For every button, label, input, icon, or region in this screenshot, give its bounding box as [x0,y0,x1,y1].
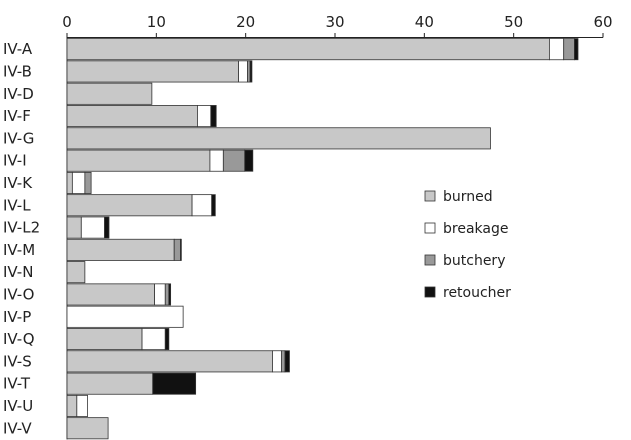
bar-segment [66,261,86,284]
category-label: IV-U [3,397,33,415]
bar-segment [563,38,575,61]
bar-segment [284,350,290,373]
category-label: IV-O [3,285,34,303]
bar-segment [164,328,170,351]
bar-segment [191,194,213,217]
bar-segment [66,238,175,261]
category-label: IV-L2 [3,219,40,237]
category-label: IV-I [3,152,27,170]
legend-swatch [424,254,436,266]
bar-segment [549,38,565,61]
bar-segment [249,60,253,83]
legend-swatch [424,222,436,234]
x-tick-label: 20 [236,13,255,31]
bar-segment [84,171,92,194]
bar-segment [173,238,181,261]
bar-segment [66,171,73,194]
bar-segment [80,216,105,239]
category-label: IV-L [3,196,31,214]
category-label: IV-G [3,129,34,147]
legend-swatch [424,286,436,298]
x-tick-label: 40 [415,13,434,31]
bar-segment [180,238,182,261]
x-tick-label: 0 [62,13,72,31]
bar-segment [574,38,579,61]
x-tick-label: 60 [593,13,612,31]
bar-segment [152,372,197,395]
legend-label: butchery [443,253,505,269]
bar-segment [154,283,166,306]
legend-swatch [424,190,436,202]
category-label: IV-M [3,241,35,259]
x-tick-label: 50 [504,13,523,31]
bar-segment [76,394,88,417]
bar-segment [66,372,154,395]
x-tick-label: 10 [147,13,166,31]
legend-label: breakage [443,221,508,237]
bar-segment [238,60,248,83]
category-label: IV-K [3,174,33,192]
bar-segment [104,216,110,239]
bar-segment [66,283,155,306]
category-label: IV-S [3,352,32,370]
bar-segment [209,149,224,172]
bar-segment [66,105,198,128]
x-axis: 0 10 20 30 40 50 60 [62,13,613,440]
bar-segment [66,60,239,83]
bar-segment [66,216,82,239]
bar-segment [197,105,212,128]
bar-segment [222,149,246,172]
bar-segment [66,394,78,417]
bar-segment [71,171,86,194]
category-label: IV-V [3,419,32,437]
bar-segment [247,60,251,83]
bar-segment [164,283,170,306]
bar-segment [66,328,143,351]
bar-segment [210,105,217,128]
bar-segment [66,149,211,172]
x-tick-label: 30 [325,13,344,31]
legend-label: retoucher [443,285,511,301]
legend: burned breakage butchery retoucher [424,189,511,301]
category-label: IV-F [3,107,31,125]
category-label: IV-N [3,263,33,281]
category-label: IV-D [3,85,34,103]
category-label: IV-A [3,40,33,58]
legend-label: burned [443,189,493,205]
bar-segment [66,417,109,440]
category-label: IV-Q [3,330,35,348]
bar-segment [211,194,216,217]
category-label: IV-P [3,308,31,326]
bar-segment [66,38,550,61]
bar-segment [66,127,491,150]
bar-segment [141,328,166,351]
category-labels: IV-A IV-B IV-D IV-F IV-G IV-I IV-K IV-L IV-L2 IV-… [3,40,40,437]
bar-segment [280,350,286,373]
category-label: IV-B [3,62,32,80]
bar-segment [66,305,184,328]
bar-segment [66,82,153,105]
bar-segment [66,194,193,217]
bar-segment [272,350,282,373]
category-label: IV-T [3,375,31,393]
bar-segment [168,283,172,306]
bars [66,38,579,440]
bar-segment [66,350,273,373]
bar-segment [244,149,254,172]
